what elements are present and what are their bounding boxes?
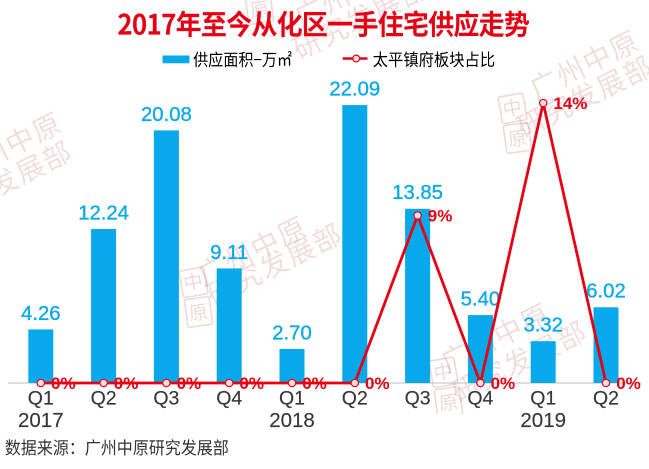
svg-text:20.08: 20.08 <box>141 104 192 126</box>
svg-text:0%: 0% <box>177 374 202 393</box>
svg-text:12.24: 12.24 <box>78 202 129 224</box>
svg-text:9.11: 9.11 <box>210 242 248 264</box>
svg-text:6.02: 6.02 <box>586 281 625 303</box>
svg-text:3.32: 3.32 <box>523 315 562 337</box>
svg-text:0%: 0% <box>491 374 516 393</box>
svg-text:2018: 2018 <box>269 409 315 432</box>
svg-text:14%: 14% <box>553 94 587 113</box>
svg-text:0%: 0% <box>616 374 641 393</box>
svg-text:0%: 0% <box>51 374 76 393</box>
svg-text:Q1: Q1 <box>530 388 556 410</box>
svg-text:Q3: Q3 <box>405 388 431 410</box>
svg-text:5.40: 5.40 <box>461 289 500 311</box>
svg-text:22.09: 22.09 <box>329 79 380 101</box>
svg-text:Q1: Q1 <box>279 388 305 410</box>
svg-text:Q2: Q2 <box>593 388 619 410</box>
svg-text:0%: 0% <box>114 374 139 393</box>
svg-text:9%: 9% <box>428 206 453 225</box>
svg-text:Q2: Q2 <box>91 388 117 410</box>
svg-text:0%: 0% <box>239 374 264 393</box>
svg-text:Q2: Q2 <box>342 388 368 410</box>
svg-text:0%: 0% <box>302 374 327 393</box>
svg-text:Q4: Q4 <box>467 388 493 410</box>
svg-text:2.70: 2.70 <box>272 322 311 344</box>
svg-text:Q1: Q1 <box>28 388 54 410</box>
svg-text:Q3: Q3 <box>153 388 179 410</box>
svg-text:13.85: 13.85 <box>392 182 443 204</box>
svg-text:4.26: 4.26 <box>21 303 60 325</box>
svg-text:2019: 2019 <box>520 409 566 432</box>
svg-text:2017: 2017 <box>18 409 64 432</box>
svg-text:Q4: Q4 <box>216 388 242 410</box>
svg-text:0%: 0% <box>365 374 390 393</box>
